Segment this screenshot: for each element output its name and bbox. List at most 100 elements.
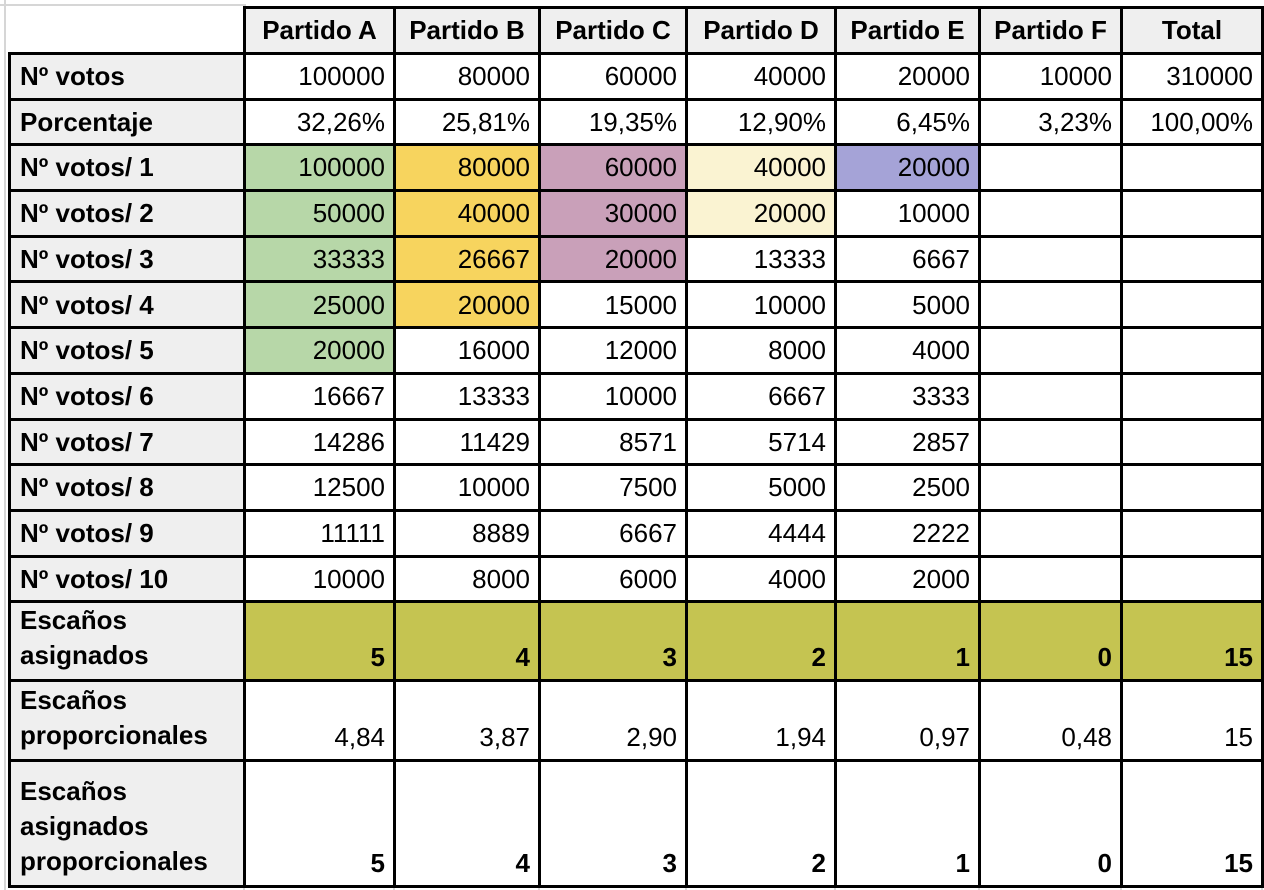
table-cell[interactable]: 20000 bbox=[834, 52, 981, 101]
table-cell[interactable]: 5 bbox=[243, 600, 396, 683]
table-cell[interactable]: 100,00% bbox=[1120, 97, 1264, 147]
table-cell[interactable] bbox=[1120, 143, 1264, 193]
column-header[interactable]: Partido C bbox=[538, 6, 688, 55]
table-cell[interactable]: 2 bbox=[685, 600, 837, 683]
table-cell[interactable] bbox=[978, 371, 1123, 421]
table-cell[interactable]: 3,87 bbox=[393, 679, 541, 763]
table-cell[interactable]: 10000 bbox=[393, 463, 541, 512]
corner-cell[interactable] bbox=[9, 7, 246, 55]
table-cell[interactable]: 10000 bbox=[538, 371, 688, 421]
table-cell[interactable] bbox=[978, 417, 1123, 467]
table-cell[interactable]: 0,48 bbox=[978, 679, 1123, 763]
table-cell[interactable]: 13333 bbox=[685, 234, 837, 284]
table-cell[interactable] bbox=[978, 463, 1123, 512]
table-cell[interactable] bbox=[978, 280, 1123, 330]
column-header[interactable]: Partido E bbox=[834, 6, 981, 55]
table-cell[interactable]: 1 bbox=[834, 759, 981, 889]
table-cell[interactable]: 2000 bbox=[834, 554, 981, 604]
table-cell[interactable]: 10000 bbox=[978, 52, 1123, 101]
table-cell[interactable]: 6000 bbox=[538, 554, 688, 604]
row-label[interactable]: Nº votos/ 7 bbox=[8, 417, 246, 467]
table-cell[interactable]: 6667 bbox=[834, 234, 981, 284]
table-cell[interactable]: 32,26% bbox=[243, 97, 396, 147]
row-label[interactable]: Nº votos bbox=[8, 52, 246, 101]
table-cell[interactable] bbox=[978, 326, 1123, 375]
row-label[interactable]: Escaños asignados bbox=[8, 600, 246, 683]
row-label[interactable]: Escaños asignados proporcionales bbox=[8, 759, 246, 889]
table-cell[interactable]: 15 bbox=[1120, 759, 1264, 889]
table-cell[interactable] bbox=[1120, 189, 1264, 238]
table-cell[interactable]: 8889 bbox=[393, 508, 541, 558]
row-label[interactable]: Nº votos/ 1 bbox=[8, 143, 246, 193]
table-cell[interactable]: 11111 bbox=[243, 508, 396, 558]
table-cell[interactable]: 20000 bbox=[538, 234, 688, 284]
table-cell[interactable]: 15 bbox=[1120, 600, 1264, 683]
table-cell[interactable] bbox=[1120, 508, 1264, 558]
table-cell[interactable]: 2 bbox=[685, 759, 837, 889]
table-cell[interactable]: 20000 bbox=[834, 143, 981, 193]
table-cell[interactable]: 16000 bbox=[393, 326, 541, 375]
table-cell[interactable]: 2857 bbox=[834, 417, 981, 467]
table-cell[interactable]: 100000 bbox=[243, 52, 396, 101]
table-cell[interactable]: 14286 bbox=[243, 417, 396, 467]
row-label[interactable]: Nº votos/ 3 bbox=[8, 234, 246, 284]
table-cell[interactable]: 4 bbox=[393, 759, 541, 889]
table-cell[interactable]: 0 bbox=[978, 600, 1123, 683]
table-cell[interactable] bbox=[978, 189, 1123, 238]
table-cell[interactable]: 20000 bbox=[393, 280, 541, 330]
column-header[interactable]: Partido A bbox=[243, 6, 396, 55]
table-cell[interactable]: 19,35% bbox=[538, 97, 688, 147]
table-cell[interactable]: 2222 bbox=[834, 508, 981, 558]
table-cell[interactable] bbox=[978, 234, 1123, 284]
table-cell[interactable]: 4000 bbox=[834, 326, 981, 375]
table-cell[interactable]: 10000 bbox=[243, 554, 396, 604]
table-cell[interactable]: 80000 bbox=[393, 52, 541, 101]
table-cell[interactable]: 2500 bbox=[834, 463, 981, 512]
table-cell[interactable]: 60000 bbox=[538, 52, 688, 101]
table-cell[interactable]: 12000 bbox=[538, 326, 688, 375]
table-cell[interactable]: 3333 bbox=[834, 371, 981, 421]
table-cell[interactable] bbox=[1120, 417, 1264, 467]
table-cell[interactable] bbox=[978, 554, 1123, 604]
table-cell[interactable]: 3,23% bbox=[978, 97, 1123, 147]
table-cell[interactable] bbox=[1120, 463, 1264, 512]
row-label[interactable]: Nº votos/ 5 bbox=[8, 326, 246, 375]
table-cell[interactable]: 10000 bbox=[834, 189, 981, 238]
table-cell[interactable]: 4 bbox=[393, 600, 541, 683]
table-cell[interactable]: 8000 bbox=[685, 326, 837, 375]
table-cell[interactable]: 6,45% bbox=[834, 97, 981, 147]
table-cell[interactable]: 26667 bbox=[393, 234, 541, 284]
row-label[interactable]: Porcentaje bbox=[8, 97, 246, 147]
table-cell[interactable]: 3 bbox=[538, 600, 688, 683]
table-cell[interactable]: 50000 bbox=[243, 189, 396, 238]
table-cell[interactable]: 0 bbox=[978, 759, 1123, 889]
table-cell[interactable]: 20000 bbox=[243, 326, 396, 375]
table-cell[interactable]: 5000 bbox=[834, 280, 981, 330]
table-cell[interactable]: 15000 bbox=[538, 280, 688, 330]
table-cell[interactable]: 4,84 bbox=[243, 679, 396, 763]
row-label[interactable]: Nº votos/ 9 bbox=[8, 508, 246, 558]
table-cell[interactable] bbox=[1120, 554, 1264, 604]
table-cell[interactable]: 2,90 bbox=[538, 679, 688, 763]
table-cell[interactable]: 25000 bbox=[243, 280, 396, 330]
table-cell[interactable]: 310000 bbox=[1120, 52, 1264, 101]
table-cell[interactable]: 30000 bbox=[538, 189, 688, 238]
table-cell[interactable]: 7500 bbox=[538, 463, 688, 512]
column-header[interactable]: Partido F bbox=[978, 6, 1123, 55]
table-cell[interactable]: 80000 bbox=[393, 143, 541, 193]
column-header[interactable]: Partido D bbox=[685, 6, 837, 55]
row-label[interactable]: Nº votos/ 2 bbox=[8, 189, 246, 238]
table-cell[interactable]: 6667 bbox=[538, 508, 688, 558]
table-cell[interactable]: 16667 bbox=[243, 371, 396, 421]
row-label[interactable]: Nº votos/ 10 bbox=[8, 554, 246, 604]
table-cell[interactable]: 40000 bbox=[685, 52, 837, 101]
table-cell[interactable]: 4000 bbox=[685, 554, 837, 604]
table-cell[interactable]: 3 bbox=[538, 759, 688, 889]
table-cell[interactable]: 15 bbox=[1120, 679, 1264, 763]
table-cell[interactable]: 20000 bbox=[685, 189, 837, 238]
table-cell[interactable]: 13333 bbox=[393, 371, 541, 421]
table-cell[interactable]: 11429 bbox=[393, 417, 541, 467]
row-label[interactable]: Nº votos/ 4 bbox=[8, 280, 246, 330]
table-cell[interactable] bbox=[978, 143, 1123, 193]
table-cell[interactable] bbox=[978, 508, 1123, 558]
